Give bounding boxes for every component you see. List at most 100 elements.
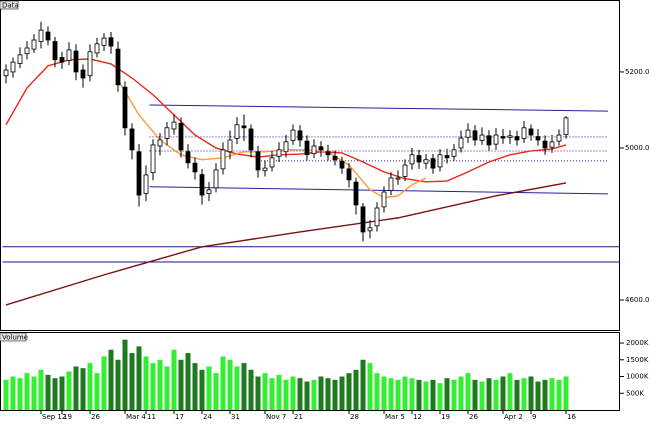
- volume-bar: [143, 356, 149, 410]
- volume-tick-label: 1500K: [626, 356, 649, 364]
- x-tick-label: 19: [63, 413, 72, 421]
- volume-bar: [423, 381, 429, 410]
- volume-bar: [360, 359, 366, 410]
- volume-tick-label: 2000K: [626, 339, 649, 347]
- candle-body: [465, 129, 471, 138]
- volume-bar: [444, 378, 450, 410]
- x-tick-label: 17: [175, 413, 184, 421]
- volume-bar: [479, 381, 485, 410]
- volume-bar: [241, 363, 247, 410]
- candle-body: [507, 135, 513, 138]
- volume-bar: [514, 379, 520, 410]
- volume-bar: [59, 376, 65, 410]
- x-tick-label: 28: [350, 413, 359, 421]
- candle-body: [73, 50, 79, 73]
- candle-body: [178, 122, 184, 151]
- moving-average: [5, 182, 567, 306]
- candle-body: [521, 127, 527, 139]
- x-tick-label: 26: [91, 413, 100, 421]
- volume-bar: [311, 379, 317, 410]
- candle-body: [423, 159, 429, 164]
- volume-bar: [108, 349, 114, 410]
- volume-bar: [283, 379, 289, 410]
- candle-body: [332, 155, 338, 161]
- volume-bar: [248, 369, 254, 410]
- x-tick-label: Sep 12: [42, 413, 66, 421]
- volume-bar: [122, 339, 128, 410]
- volume-bar: [556, 379, 562, 410]
- candle-body: [262, 167, 268, 172]
- candle-body: [59, 57, 65, 63]
- candle-body: [318, 146, 324, 151]
- x-tick-label: 9: [532, 413, 536, 421]
- volume-tick-label: 1000K: [626, 373, 649, 381]
- volume-bar: [332, 379, 338, 410]
- price-panel: [0, 0, 620, 331]
- volume-bar: [304, 381, 310, 410]
- volume-bar: [262, 373, 268, 410]
- candle-body: [409, 154, 415, 165]
- volume-bar: [94, 373, 100, 410]
- volume-bar: [10, 376, 16, 410]
- candle-body: [31, 39, 37, 50]
- candle-body: [17, 54, 23, 64]
- y-tick-label: 4600.00: [625, 296, 650, 304]
- volume-bar: [178, 359, 184, 410]
- candle-body: [290, 129, 296, 141]
- candle-body: [248, 128, 254, 151]
- candle-body: [234, 124, 240, 139]
- volume-bar: [451, 379, 457, 410]
- candle-body: [122, 86, 128, 129]
- candle-body: [353, 181, 359, 206]
- candle-body: [430, 158, 436, 169]
- candle-body: [360, 206, 366, 233]
- x-tick-label: 21: [294, 413, 303, 421]
- candle-body: [24, 47, 30, 55]
- candle-body: [528, 128, 534, 136]
- volume-panel: [0, 332, 620, 411]
- candle-body: [500, 136, 506, 139]
- x-tick-label: Mar 5: [385, 413, 405, 421]
- candle-body: [458, 137, 464, 149]
- volume-bar: [472, 379, 478, 410]
- volume-bar: [31, 376, 37, 410]
- x-tick-label: Apr 2: [504, 413, 523, 421]
- candle-body: [297, 130, 303, 141]
- volume-bar: [150, 363, 156, 410]
- candle-body: [402, 164, 408, 177]
- candle-body: [185, 151, 191, 164]
- volume-bar: [402, 376, 408, 410]
- volume-bar: [437, 383, 443, 410]
- volume-bar: [269, 378, 275, 410]
- volume-bar: [129, 353, 135, 410]
- candle-body: [472, 130, 478, 141]
- y-tick-label: 5000.00: [625, 144, 650, 152]
- volume-bar: [157, 359, 163, 410]
- x-tick-label: Mar 4: [126, 413, 146, 421]
- candle-body: [269, 157, 275, 168]
- level-line: [149, 186, 609, 195]
- candle-body: [374, 207, 380, 227]
- volume-title-box: [0, 332, 27, 342]
- volume-bar: [213, 373, 219, 410]
- volume-bar: [528, 376, 534, 410]
- candle-body: [10, 61, 16, 73]
- volume-bar: [500, 376, 506, 410]
- candle-body: [3, 69, 9, 77]
- volume-bar: [549, 378, 555, 410]
- volume-bar: [493, 379, 499, 410]
- volume-bar: [80, 368, 86, 410]
- volume-bar: [73, 366, 79, 410]
- candle-body: [52, 41, 58, 61]
- volume-bar: [486, 378, 492, 410]
- volume-bar: [164, 366, 170, 410]
- candle-body: [171, 121, 177, 130]
- candle-body: [255, 151, 261, 171]
- volume-bar: [171, 349, 177, 410]
- candle-body: [563, 117, 569, 136]
- volume-bar: [346, 373, 352, 410]
- candle-body: [437, 154, 443, 168]
- volume-bar: [381, 376, 387, 410]
- candle-body: [486, 135, 492, 146]
